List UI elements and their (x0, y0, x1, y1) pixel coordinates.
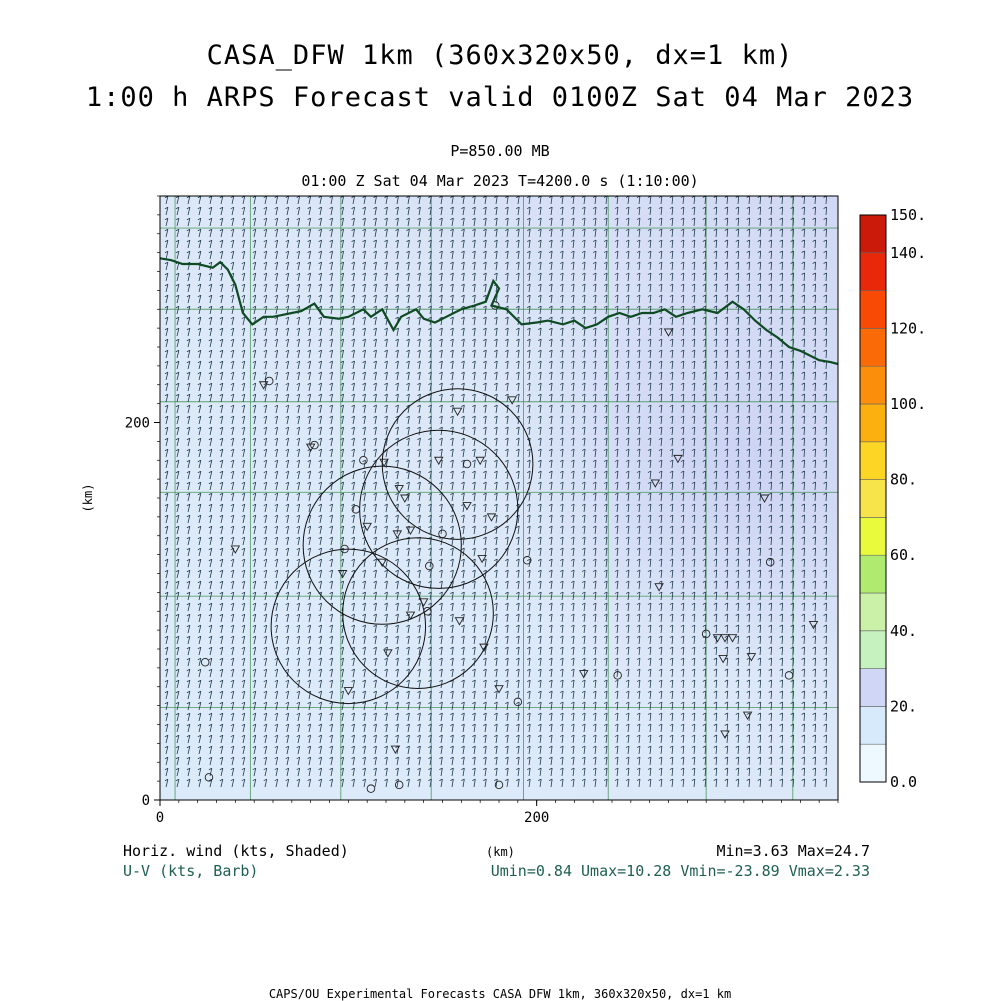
wind-speed-max-region (160, 196, 838, 800)
